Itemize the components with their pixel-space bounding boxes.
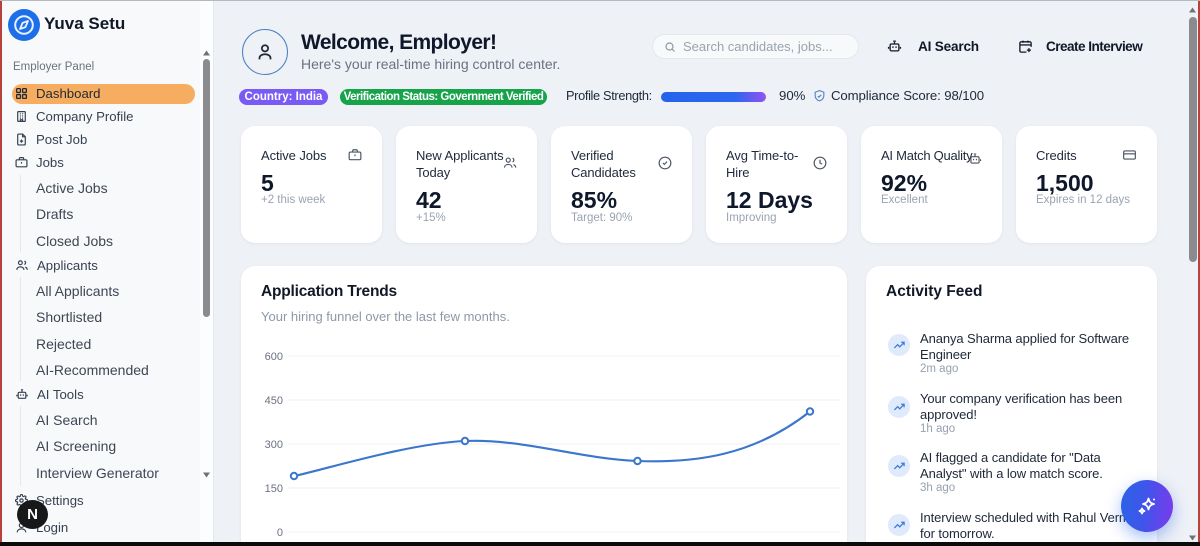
svg-text:0: 0 xyxy=(277,527,283,539)
svg-text:300: 300 xyxy=(265,439,283,451)
svg-text:150: 150 xyxy=(265,483,283,495)
svg-text:600: 600 xyxy=(265,351,283,363)
svg-text:450: 450 xyxy=(265,395,283,407)
